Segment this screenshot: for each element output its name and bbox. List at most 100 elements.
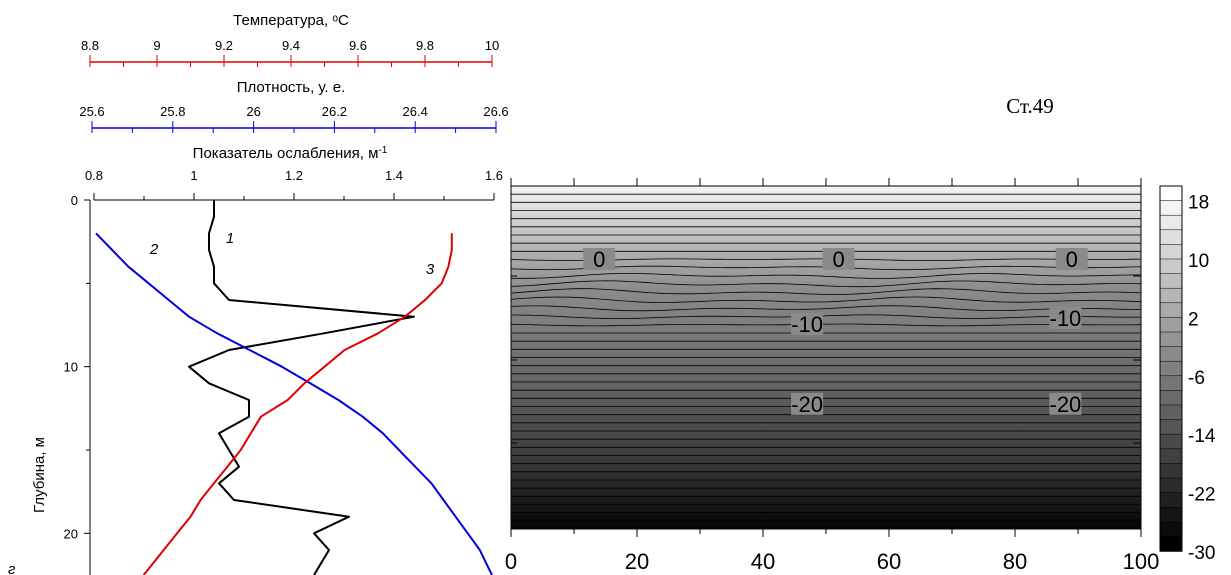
depth-tick-label: 0 [71,193,78,208]
colorbar-step [1159,214,1183,231]
contour-label-background [1055,247,1088,270]
density-axis-ticks: 25.6 25.8 26 26.2 26.4 26.6 [79,104,509,133]
colorbar-tick-label: -22 [1188,485,1215,506]
section-heatmap-chart: Ст.49 0 0 0 -10 -10 -20 -20 0 20 40 60 80 100 18 10 2… [505,94,1216,574]
colorbar-tick-label: 18 [1188,193,1209,214]
attenuation-tick-label: 1.4 [385,168,403,183]
contour-line [511,305,1141,312]
colorbar-step [1159,419,1183,435]
colorbar-tick-label: -30 [1188,543,1215,564]
series-3-label: 3 [426,261,435,278]
attenuation-axis: Показатель ослабления, м-1 0.8 1 1.2 1.4 1.6 [85,145,503,201]
x-tick-label: 80 [1003,549,1027,574]
contour-label-background [791,392,824,415]
colorbar-step [1159,463,1183,479]
colorbar-step [1159,185,1183,202]
contour-label: 0 [832,247,844,272]
contour-label-background [791,312,824,335]
contour-label-background [583,247,616,270]
depth-axis-label: Глубина, м [31,437,48,513]
attenuation-tick-label: 1.6 [485,168,503,183]
temperature-tick-label: 8.8 [81,38,99,53]
panel-corner-label: г [8,561,16,575]
profile-series: 1 2 3 [95,200,493,575]
depth-axis: 0 10 20 Глубина, м [31,193,91,575]
temperature-axis-label: Температура, ᵒС [233,12,349,29]
colorbar-step [1159,521,1183,538]
contour-label: 0 [1066,247,1078,272]
colorbar-step [1159,287,1183,304]
colorbar-step [1159,433,1183,450]
colorbar-step [1159,360,1183,377]
attenuation-tick-label: 1.2 [285,168,303,183]
series-1-line [188,200,415,575]
colorbar-tick-label: -14 [1188,426,1216,447]
contour-lines [511,193,1141,522]
contour-label-background [1049,392,1082,415]
attenuation-axis-label-text: Показатель ослабления, м [193,145,379,162]
colorbar-step [1159,331,1183,348]
x-tick-label: 40 [751,549,775,574]
attenuation-axis-label: Показатель ослабления, м-1 [193,145,388,162]
density-tick-label: 26.4 [403,104,428,119]
depth-axis-ticks: 0 10 20 [64,193,90,541]
contour-label: -20 [791,392,823,417]
attenuation-axis-ticks: 0.8 1 1.2 1.4 1.6 [85,168,503,200]
temperature-axis: Температура, ᵒС 8.8 9 9.2 9.4 9.6 9.8 10 [81,12,499,67]
contour-line [511,280,1141,288]
colorbar-step [1159,244,1183,260]
contour-labels: 0 0 0 -10 -10 -20 -20 [583,247,1088,417]
attenuation-tick-label: 1 [190,168,197,183]
attenuation-tick-label: 0.8 [85,168,103,183]
colorbar-step [1159,302,1183,319]
colorbar-step [1159,200,1183,216]
colorbar: 18 10 2 -6 -14 -22 -30 [1159,185,1216,564]
colorbar-step [1159,375,1183,392]
temperature-tick-label: 9 [153,38,160,53]
colorbar-tick-label: -6 [1188,368,1205,389]
contour-label: -10 [791,312,823,337]
density-tick-label: 25.6 [79,104,104,119]
station-title: Ст.49 [1006,94,1054,118]
colorbar-step [1159,448,1183,465]
colorbar-step [1159,390,1183,406]
vertical-profile-chart: Температура, ᵒС 8.8 9 9.2 9.4 9.6 9.8 10 Плотн… [8,12,509,575]
contour-line [511,273,1141,279]
temperature-tick-label: 9.8 [416,38,434,53]
contour-line [511,296,1141,303]
x-axis-ticks: 0 20 40 60 80 100 [505,178,1159,574]
temperature-tick-label: 9.2 [215,38,233,53]
contour-line [511,288,1141,295]
colorbar-step [1159,317,1183,333]
contour-label-background [1049,307,1082,330]
density-axis: Плотность, у. е. 25.6 25.8 26 26.2 26.4 26.6 [79,79,509,133]
colorbar-step [1159,346,1183,362]
colorbar-step [1159,273,1183,289]
contour-label: -10 [1050,306,1082,331]
temperature-tick-label: 9.6 [349,38,367,53]
x-tick-label: 20 [625,549,649,574]
series-2-line [95,232,493,575]
colorbar-step [1159,258,1183,275]
density-axis-label: Плотность, у. е. [237,79,346,96]
colorbar-step [1159,506,1183,523]
colorbar-step [1159,536,1183,552]
temperature-axis-ticks: 8.8 9 9.2 9.4 9.6 9.8 10 [81,38,499,67]
x-tick-label: 100 [1123,549,1160,574]
colorbar-step [1159,477,1183,494]
series-2-label: 2 [149,241,159,258]
density-tick-label: 26 [246,104,260,119]
temperature-tick-label: 9.4 [282,38,300,53]
temperature-tick-label: 10 [485,38,499,53]
contour-label: -20 [1050,392,1082,417]
colorbar-step [1159,492,1183,508]
colorbar-step [1159,229,1183,246]
colorbar-frame [1159,185,1183,552]
depth-tick-label: 10 [64,360,78,375]
series-3-line [142,233,453,575]
colorbar-tick-label: 10 [1188,251,1209,272]
x-tick-label: 60 [877,549,901,574]
colorbar-step [1159,404,1183,421]
contour-label: 0 [593,247,605,272]
